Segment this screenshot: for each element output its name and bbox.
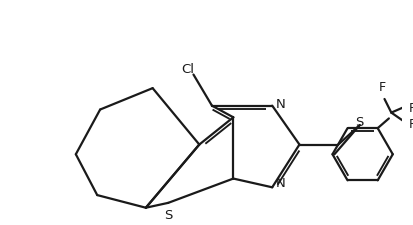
Text: F: F — [408, 102, 413, 115]
Text: F: F — [379, 81, 386, 94]
Text: S: S — [164, 208, 172, 221]
Text: N: N — [275, 98, 285, 111]
Text: N: N — [275, 176, 285, 189]
Text: S: S — [356, 115, 364, 128]
Text: F: F — [408, 117, 413, 130]
Text: Cl: Cl — [181, 62, 194, 75]
